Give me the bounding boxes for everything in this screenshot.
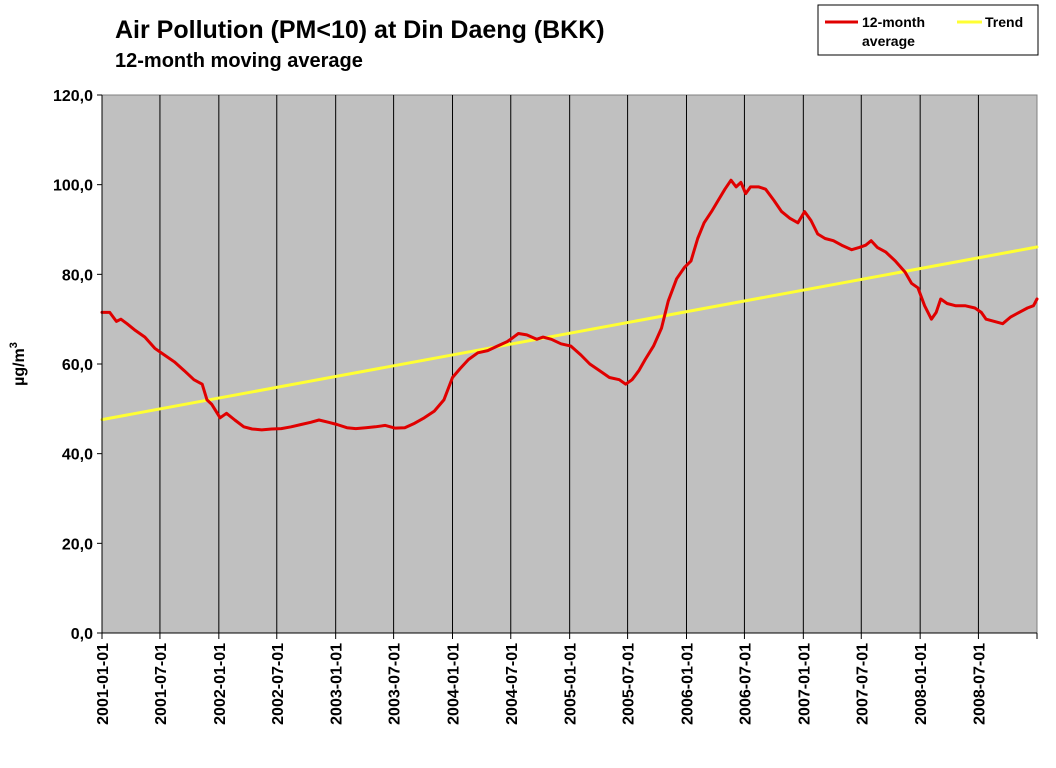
y-tick-label: 60,0 <box>62 357 93 374</box>
y-tick-label: 20,0 <box>62 536 93 553</box>
x-tick-label: 2001-07-01 <box>153 643 170 725</box>
legend-label-average-line1: 12-month <box>862 14 925 30</box>
x-tick-label: 2004-07-01 <box>504 643 521 725</box>
y-axis-label: µg/m3 <box>8 342 28 386</box>
series-line-trend <box>100 245 1039 422</box>
x-tick-label: 2003-07-01 <box>387 643 404 725</box>
chart-subtitle: 12-month moving average <box>115 50 363 72</box>
y-tick-label: 0,0 <box>71 626 93 643</box>
x-tick-label: 2005-07-01 <box>621 643 638 725</box>
legend: 12-month average Trend <box>817 4 1039 56</box>
legend-box <box>817 4 1039 56</box>
y-axis-label-unit: µg/m <box>11 348 28 386</box>
x-tick-label: 2003-01-01 <box>329 643 346 725</box>
x-tick-label: 2002-01-01 <box>212 643 229 725</box>
legend-label-average-line2: average <box>862 33 915 49</box>
x-tick-label: 2007-07-01 <box>854 643 871 725</box>
chart-title: Air Pollution (PM<10) at Din Daeng (BKK) <box>115 16 605 44</box>
legend-label-trend: Trend <box>985 14 1023 30</box>
y-axis-label-superscript: 3 <box>8 342 20 348</box>
y-axis-ticks: 0,0 20,0 40,0 60,0 80,0 100,0 120,0 <box>53 88 102 643</box>
y-tick-label: 40,0 <box>62 447 93 464</box>
x-tick-label: 2002-07-01 <box>270 643 287 725</box>
x-tick-label: 2008-01-01 <box>913 643 930 725</box>
x-tick-label: 2005-01-01 <box>563 643 580 725</box>
series-layer <box>100 178 1039 432</box>
x-tick-label: 2007-01-01 <box>796 643 813 725</box>
y-tick-label: 120,0 <box>53 88 93 105</box>
series-line-12-month-average <box>100 178 1039 432</box>
gridlines <box>159 95 979 633</box>
x-axis-ticks: 2001-01-01 2001-07-01 2002-01-01 2002-07-01… <box>95 633 1038 725</box>
x-tick-label: 2008-07-01 <box>971 643 988 725</box>
x-tick-label: 2006-07-01 <box>737 643 754 725</box>
x-tick-label: 2004-01-01 <box>446 643 463 725</box>
y-tick-label: 80,0 <box>62 267 93 284</box>
y-tick-label: 100,0 <box>53 178 93 195</box>
x-tick-label: 2006-01-01 <box>679 643 696 725</box>
x-tick-label: 2001-01-01 <box>95 643 112 725</box>
